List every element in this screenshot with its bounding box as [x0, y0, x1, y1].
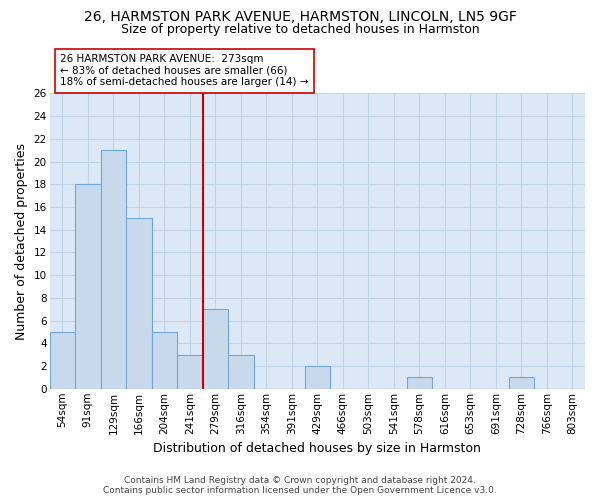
Bar: [177, 354, 203, 389]
Y-axis label: Number of detached properties: Number of detached properties: [15, 142, 28, 340]
Bar: [228, 354, 254, 389]
Bar: [305, 366, 330, 389]
X-axis label: Distribution of detached houses by size in Harmston: Distribution of detached houses by size …: [154, 442, 481, 455]
Text: Contains HM Land Registry data © Crown copyright and database right 2024.
Contai: Contains HM Land Registry data © Crown c…: [103, 476, 497, 495]
Text: 26, HARMSTON PARK AVENUE, HARMSTON, LINCOLN, LN5 9GF: 26, HARMSTON PARK AVENUE, HARMSTON, LINC…: [83, 10, 517, 24]
Bar: [126, 218, 152, 389]
Bar: [101, 150, 126, 389]
Bar: [509, 378, 534, 389]
Bar: [50, 332, 75, 389]
Text: 26 HARMSTON PARK AVENUE:  273sqm
← 83% of detached houses are smaller (66)
18% o: 26 HARMSTON PARK AVENUE: 273sqm ← 83% of…: [60, 54, 309, 88]
Bar: [152, 332, 177, 389]
Bar: [203, 309, 228, 389]
Text: Size of property relative to detached houses in Harmston: Size of property relative to detached ho…: [121, 22, 479, 36]
Bar: [75, 184, 101, 389]
Bar: [407, 378, 432, 389]
